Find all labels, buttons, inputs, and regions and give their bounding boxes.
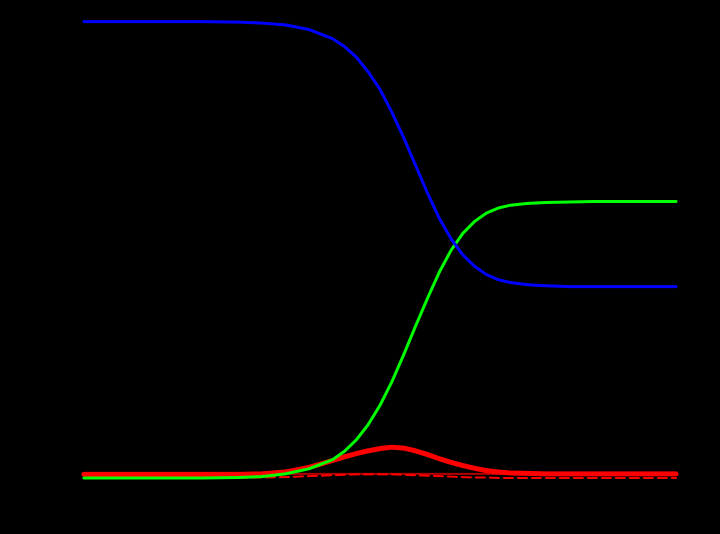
series-line-4 bbox=[83, 473, 677, 479]
series-layer bbox=[81, 20, 679, 480]
series-line-3 bbox=[81, 444, 679, 477]
series-line-2 bbox=[82, 200, 678, 480]
series-line-1 bbox=[82, 20, 678, 289]
